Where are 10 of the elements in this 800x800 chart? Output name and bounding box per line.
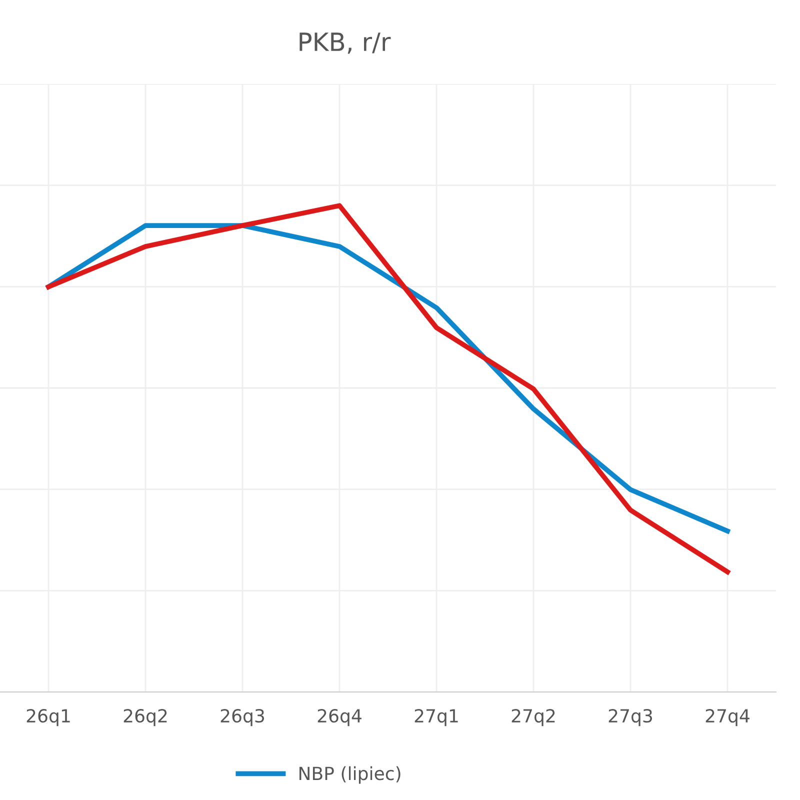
x-tick-label: 26q1 [26,708,70,726]
x-tick-label: 27q2 [512,708,555,726]
x-tick-label: 26q3 [220,708,264,726]
x-tick-label: 27q4 [706,708,750,726]
x-tick-label: 26q2 [124,708,167,726]
x-tick-label: 27q3 [608,708,652,726]
legend-label: NBP (lipiec) [299,766,400,784]
x-tick-label: 26q4 [318,708,362,726]
chart-title: PKB, r/r [300,32,391,54]
x-tick-label: 27q1 [414,708,458,726]
